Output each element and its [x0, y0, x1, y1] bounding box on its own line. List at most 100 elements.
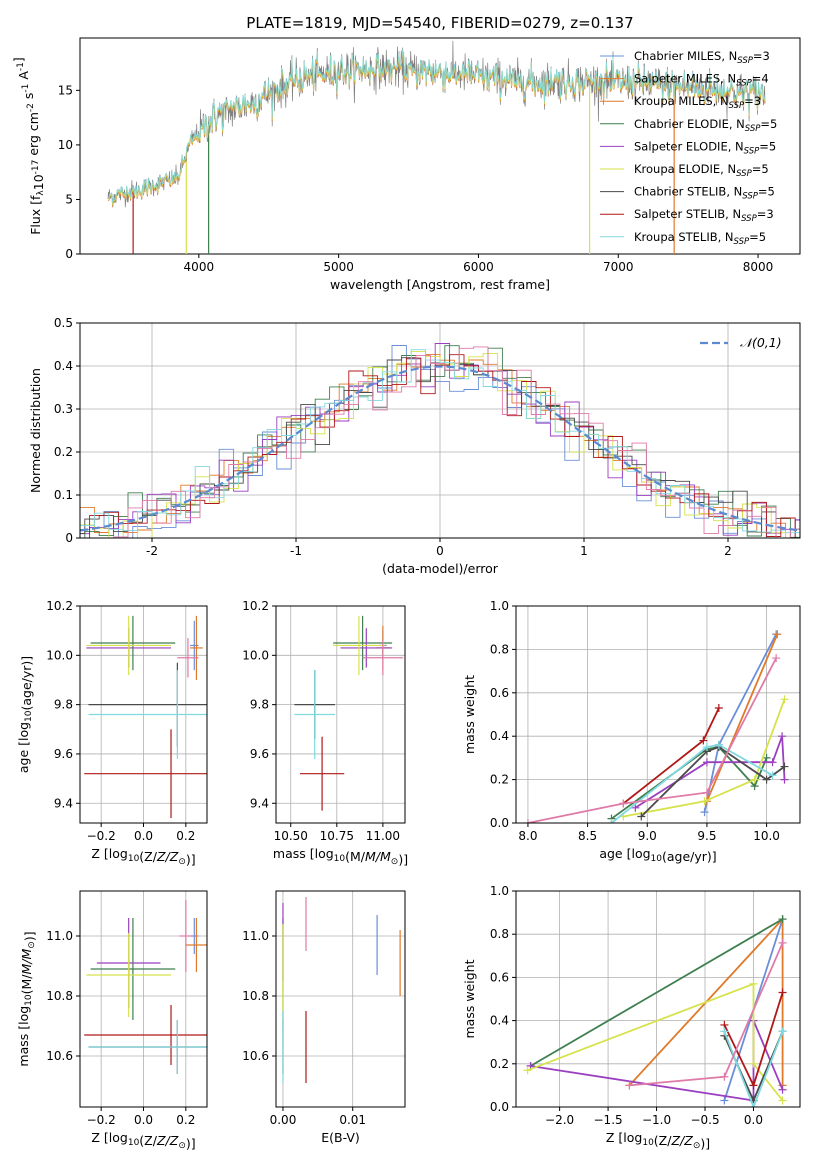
weight-marker [714, 703, 723, 712]
errorbars [84, 900, 207, 1074]
x-tick-label: 8.5 [578, 829, 597, 843]
y-tick-label: 0.4 [490, 1014, 509, 1028]
weight-line [706, 633, 779, 802]
x-tick-label: 7000 [603, 260, 634, 274]
x-axis-label: age [log10(age/yr)] [599, 846, 716, 864]
y-tick-label: 10.6 [242, 1049, 269, 1063]
legend-label: Salpeter ELODIE, NSSP=5 [634, 139, 776, 156]
x-axis-label: (data-model)/error [382, 561, 499, 576]
weight-marker [768, 758, 777, 767]
weight-marker [702, 758, 711, 767]
x-tick-label: 0.0 [744, 1113, 763, 1127]
weight-marker [700, 797, 709, 806]
weight-marker [773, 630, 782, 639]
legend-label: Chabrier STELIB, NSSP=5 [634, 185, 775, 202]
weight-marker [768, 771, 777, 780]
weight-marker [720, 1027, 729, 1036]
weight-marker [523, 819, 532, 823]
x-tick-label: 0.0 [134, 829, 153, 843]
weight-line [623, 698, 786, 818]
y-tick-label: 0.6 [490, 970, 509, 984]
x-tick-label: 10.50 [274, 829, 308, 843]
x-tick-label: -2 [146, 544, 158, 558]
errorbars [282, 897, 401, 1083]
weight-marker [619, 799, 628, 808]
weight-lines [523, 915, 787, 1107]
legend-label: Chabrier ELODIE, NSSP=5 [634, 117, 777, 134]
weight-marker [625, 1081, 634, 1090]
weight-marker [607, 819, 616, 823]
y-tick-label: 0.0 [490, 1100, 509, 1114]
x-axis-label: Z [log10(Z/Z/Z⊙)] [606, 1130, 710, 1151]
weight-marker [702, 743, 711, 752]
y-tick-label: 1.0 [490, 884, 509, 898]
weight-marker [750, 775, 759, 784]
y-tick-label: 0 [65, 531, 73, 545]
weight-marker [780, 695, 789, 704]
weight-line [622, 707, 720, 805]
x-tick-label: 4000 [184, 260, 215, 274]
x-tick-label: 0.0 [134, 1113, 153, 1127]
y-axis-label: Flux [fλ10-17 erg cm-2 s-1 A-1] [11, 57, 46, 235]
x-tick-label: 6000 [463, 260, 494, 274]
y-tick-label: 10.2 [242, 599, 269, 613]
weight-marker [780, 762, 789, 771]
x-tick-label: 10.75 [320, 829, 354, 843]
weight-marker [720, 1096, 729, 1105]
x-axis-label: Z [log10(Z/Z/Z⊙)] [91, 1130, 195, 1151]
axes-frame [79, 37, 801, 255]
y-tick-label: 0.3 [54, 402, 73, 416]
weight-marker [762, 753, 771, 762]
y-tick-label: 0.2 [490, 773, 509, 787]
panel-age_vs_mass: 10.50 10.75 11.00 9.4 9.6 9.8 10.0 10.2 mass [lo… [242, 599, 408, 867]
legend: 𝒩(0,1) [700, 335, 782, 350]
axes-frame [275, 890, 406, 1108]
weight-marker [702, 788, 711, 797]
y-tick-label: 9.4 [54, 796, 73, 810]
y-tick-label: 0.8 [490, 927, 509, 941]
x-tick-label: −1.0 [642, 1113, 671, 1127]
y-tick-label: 0.5 [54, 316, 73, 330]
y-tick-label: 0.2 [54, 445, 73, 459]
residual-histogram [80, 349, 800, 534]
errorbars [294, 615, 404, 811]
x-axis-label: E(B-V) [321, 1130, 360, 1145]
panel-mass_vs_ebv: 0.00 0.01 10.6 10.8 11.0 E(B-V) [242, 890, 406, 1145]
residual-histogram [80, 346, 800, 538]
weight-marker [778, 1085, 787, 1094]
weight-marker [778, 938, 787, 947]
weight-marker [749, 1081, 758, 1090]
y-tick-label: 0.2 [490, 1057, 509, 1071]
weight-line [527, 657, 777, 823]
errorbars [84, 615, 207, 819]
y-axis-label: Normed distribution [28, 368, 43, 493]
y-tick-label: 9.4 [250, 796, 269, 810]
panel-residuals: -2 -1 0 1 2 0 0.1 0.2 0.3 0.4 0.5 (data-model)/erro… [28, 316, 801, 576]
weight-marker [772, 654, 781, 663]
weight-marker [523, 1066, 532, 1075]
y-axis-label: age [log10(age/yr)] [16, 656, 34, 773]
x-tick-label: 1 [580, 544, 588, 558]
x-tick-label: 2 [724, 544, 732, 558]
x-tick-label: 0.2 [176, 829, 195, 843]
x-axis-label: wavelength [Angstrom, rest frame] [330, 277, 550, 292]
x-tick-label: −2.0 [545, 1113, 574, 1127]
panel-spectrum: 4000 5000 6000 7000 8000 0 5 10 15 wavelength [An… [11, 37, 801, 292]
y-tick-label: 9.6 [54, 747, 73, 761]
y-axis-label: mass weight [462, 959, 477, 1038]
y-axis-label: mass [log10(M/M/M⊙)] [16, 931, 37, 1066]
y-tick-label: 10.2 [46, 599, 73, 613]
y-tick-label: 10.0 [46, 648, 73, 662]
legend-label: Salpeter MILES, NSSP=4 [634, 72, 769, 89]
residual-histogram [80, 357, 800, 538]
x-tick-label: 5000 [323, 260, 354, 274]
axes-frame [515, 605, 801, 824]
weight-marker [699, 736, 708, 745]
axes-frame [275, 605, 406, 824]
y-tick-label: 9.8 [54, 698, 73, 712]
legend-label: Kroupa STELIB, NSSP=5 [634, 230, 766, 247]
weight-marker [720, 1072, 729, 1081]
y-tick-label: 0.4 [490, 729, 509, 743]
histograms [80, 343, 800, 538]
